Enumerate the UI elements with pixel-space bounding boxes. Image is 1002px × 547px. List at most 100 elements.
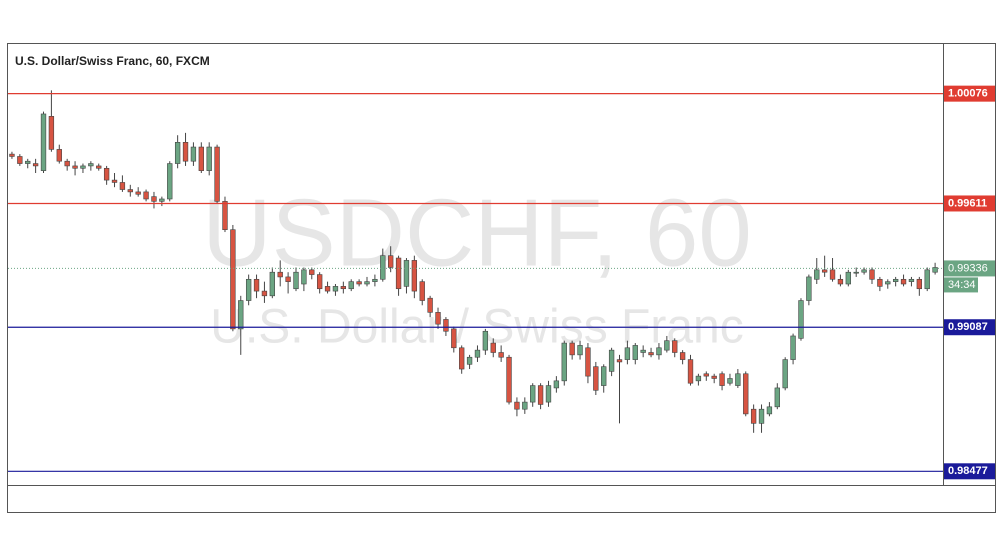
candle-body (293, 271, 299, 290)
candle-body (829, 269, 836, 280)
candle-body (88, 163, 94, 167)
level-label: 0.99087 (948, 321, 988, 333)
candle-body (32, 163, 39, 167)
candle-body (861, 269, 867, 273)
candle-body (877, 278, 883, 287)
candle-body (569, 342, 575, 356)
candle-body (798, 300, 804, 339)
candle-body (616, 359, 623, 363)
candle-body (72, 165, 78, 169)
candle-body (845, 271, 851, 285)
candle-body (451, 328, 457, 349)
current-price-label: 0.99336 (948, 262, 988, 274)
candle-body (443, 319, 449, 332)
candle-body (577, 345, 583, 356)
candle-body (182, 142, 189, 162)
candle-body (695, 375, 702, 382)
candle-body (9, 153, 15, 157)
candle-body (814, 269, 820, 280)
candle-body (459, 347, 465, 370)
candle-body (269, 271, 275, 297)
candle-body (585, 347, 591, 377)
candle-body (640, 349, 646, 353)
candle-body (324, 286, 331, 292)
candle-body (750, 408, 757, 424)
watermark: USDCHF, 60 (202, 179, 751, 286)
candle-body (285, 276, 291, 282)
level-label: 0.98477 (948, 465, 988, 477)
candle-body (388, 255, 394, 268)
candle-body (774, 387, 780, 408)
candle-body (230, 229, 236, 330)
level-label-box (944, 463, 995, 480)
candle-body (159, 198, 165, 202)
candle-body (624, 347, 631, 360)
candle-body (151, 196, 157, 202)
current-price-box (944, 260, 995, 277)
candle-body (419, 281, 425, 301)
candle-body (656, 347, 662, 356)
candle-body (435, 312, 441, 325)
candle-body (490, 342, 496, 353)
candle-body (364, 281, 370, 285)
candle-body (222, 201, 228, 230)
level-label-box (944, 319, 995, 336)
candle-body (608, 349, 615, 372)
candle-body (309, 269, 315, 275)
candle-body (601, 366, 607, 386)
candle-body (25, 160, 31, 164)
candle-body (869, 269, 875, 280)
candle-body (782, 359, 788, 389)
candle-body (908, 278, 915, 282)
candle-body (561, 342, 567, 382)
candle-body (253, 278, 260, 292)
candle-body (372, 278, 378, 282)
candle-body (301, 269, 307, 285)
level-label: 0.99611 (948, 197, 987, 209)
candle-body (238, 300, 244, 330)
candle-body (111, 179, 118, 183)
candle-body (380, 255, 386, 280)
candle-body (632, 345, 638, 360)
countdown-label: 34:34 (948, 279, 976, 291)
candle-body (790, 335, 796, 360)
candle-body (821, 269, 828, 273)
candle-body (206, 146, 212, 171)
candle-body (679, 352, 686, 360)
candle-body (553, 380, 560, 389)
candle-body (356, 281, 362, 285)
candle-body (703, 373, 709, 377)
candle-body (316, 274, 323, 290)
candle-body (119, 182, 126, 190)
candle-body (924, 269, 930, 290)
candle-body (514, 401, 520, 410)
candle-body (537, 385, 544, 405)
candle-body (892, 278, 899, 282)
level-label-box (944, 85, 995, 102)
candle-body (743, 373, 749, 415)
candle-body (593, 366, 599, 391)
candle-body (40, 113, 47, 171)
candle-body (48, 116, 55, 150)
candle-body (261, 290, 268, 297)
candle-body (766, 406, 773, 415)
chart-title: U.S. Dollar/Swiss Franc, 60, FXCM (15, 54, 210, 68)
candle-body (466, 356, 473, 365)
candle-body (245, 278, 252, 301)
candle-body (522, 401, 528, 410)
candle-body (167, 163, 173, 200)
candle-body (17, 156, 23, 164)
candle-body (482, 330, 489, 351)
level-label-box (944, 195, 995, 212)
level-label: 1.00076 (948, 88, 988, 100)
candle-body (545, 385, 552, 403)
candle-body (214, 146, 220, 202)
candle-body (64, 160, 70, 167)
candle-body (885, 281, 891, 285)
candle-body (277, 271, 283, 278)
candle-body (853, 271, 859, 274)
candle-body (427, 297, 433, 313)
candle-body (806, 276, 812, 301)
candle-body (932, 267, 938, 273)
